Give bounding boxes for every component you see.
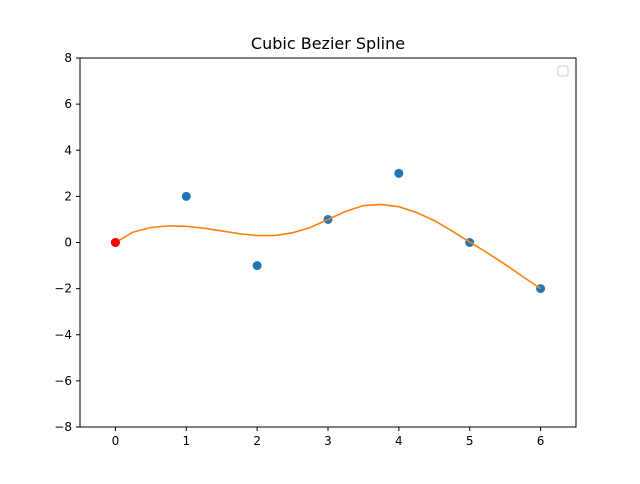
y-tick-label: 6 <box>64 97 72 111</box>
chart-title: Cubic Bezier Spline <box>251 34 405 53</box>
y-tick-label: −8 <box>54 420 72 434</box>
y-tick-label: 2 <box>64 189 72 203</box>
x-tick-label: 5 <box>466 434 474 448</box>
y-tick-label: 4 <box>64 143 72 157</box>
x-tick-label: 0 <box>112 434 120 448</box>
spline-curve <box>115 203 542 290</box>
x-tick-label: 4 <box>395 434 403 448</box>
y-tick-label: −6 <box>54 374 72 388</box>
y-tick-label: −4 <box>54 328 72 342</box>
x-tick-label: 2 <box>253 434 261 448</box>
control-point-marker <box>181 191 191 201</box>
legend-box <box>557 65 569 77</box>
y-tick-label: 0 <box>64 236 72 250</box>
plot-area: 0 1 2 3 4 5 6 −8 −6 −4 −2 0 2 4 6 8 <box>54 51 577 448</box>
y-tick-label: −2 <box>54 282 72 296</box>
control-point-marker <box>394 168 404 178</box>
x-tick-label: 3 <box>324 434 332 448</box>
x-tick-label: 1 <box>182 434 190 448</box>
y-tick-label: 8 <box>64 51 72 65</box>
control-point-marker <box>252 261 262 271</box>
x-tick-label: 6 <box>537 434 545 448</box>
start-point-marker <box>110 238 120 247</box>
